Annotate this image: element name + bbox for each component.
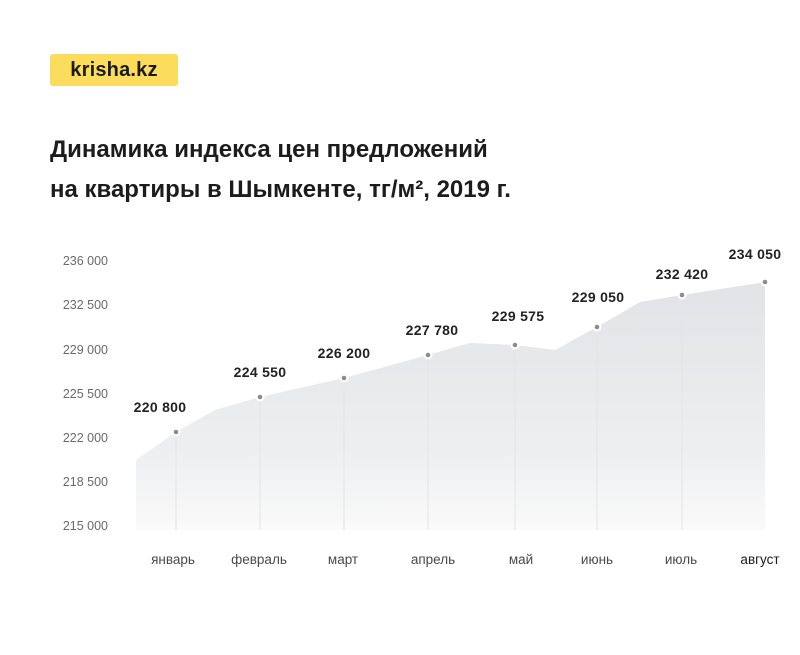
chart-title-line-1: Динамика индекса цен предложений xyxy=(50,136,488,163)
chart-title: Динамика индекса цен предложений на квар… xyxy=(50,130,511,210)
x-tick: январь xyxy=(151,552,195,567)
value-label: 226 200 xyxy=(317,345,371,361)
x-tick: июнь xyxy=(580,552,614,567)
value-label: 224 550 xyxy=(233,364,287,380)
value-label: 234 050 xyxy=(728,246,782,262)
x-tick: апрель xyxy=(410,552,456,567)
value-label: 227 780 xyxy=(405,322,459,338)
value-label: 229 050 xyxy=(571,289,625,305)
y-tick: 229 000 xyxy=(62,343,108,357)
x-tick: февраль xyxy=(231,552,287,567)
y-tick: 222 000 xyxy=(62,431,108,445)
brand-logo: krisha.kz xyxy=(50,54,178,86)
data-markers xyxy=(171,277,770,437)
x-tick: март xyxy=(327,552,359,567)
x-tick: май xyxy=(508,552,534,567)
y-tick: 215 000 xyxy=(62,519,108,533)
y-tick: 236 000 xyxy=(62,254,108,268)
y-tick: 225 500 xyxy=(62,387,108,401)
value-label: 229 575 xyxy=(491,308,545,324)
area-fill xyxy=(136,282,765,530)
value-label: 232 420 xyxy=(655,266,709,282)
value-label: 220 800 xyxy=(133,399,187,415)
y-tick: 232 500 xyxy=(62,298,108,312)
chart-title-line-2: на квартиры в Шымкенте, тг/м², 2019 г. xyxy=(50,176,511,203)
x-tick: июль xyxy=(664,552,698,567)
y-tick: 218 500 xyxy=(62,475,108,489)
drop-lines xyxy=(175,295,683,530)
x-tick: август xyxy=(740,552,780,567)
